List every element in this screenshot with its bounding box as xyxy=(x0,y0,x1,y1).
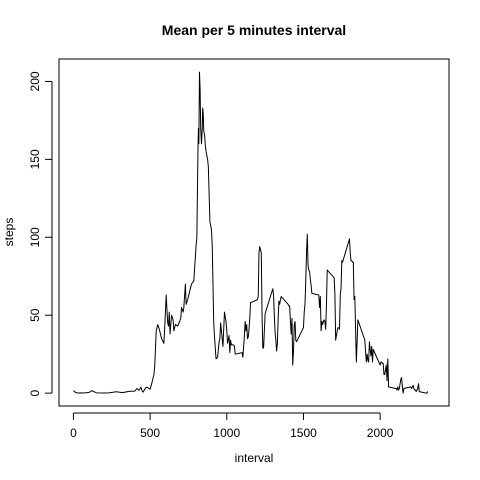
x-axis: 0 500 1000 1500 2000 xyxy=(70,412,394,440)
x-tick-label: 500 xyxy=(140,426,160,440)
x-tick-label: 0 xyxy=(70,426,77,440)
y-axis-label: steps xyxy=(2,218,16,247)
series-layer xyxy=(73,71,429,394)
x-axis-label: interval xyxy=(235,451,274,465)
x-tick-label: 1500 xyxy=(290,426,317,440)
x-tick-label: 1000 xyxy=(213,426,240,440)
y-axis: 0 50 100 150 200 xyxy=(28,71,53,396)
y-tick-label: 50 xyxy=(28,308,42,322)
y-tick-label: 150 xyxy=(28,149,42,169)
y-tick-label: 100 xyxy=(28,227,42,247)
chart-title: Mean per 5 minutes interval xyxy=(162,22,346,38)
series-line-steps xyxy=(73,71,429,394)
plot-frame xyxy=(58,58,450,407)
y-tick-label: 0 xyxy=(28,389,42,396)
x-tick-label: 2000 xyxy=(367,426,394,440)
y-tick-label: 200 xyxy=(28,71,42,91)
